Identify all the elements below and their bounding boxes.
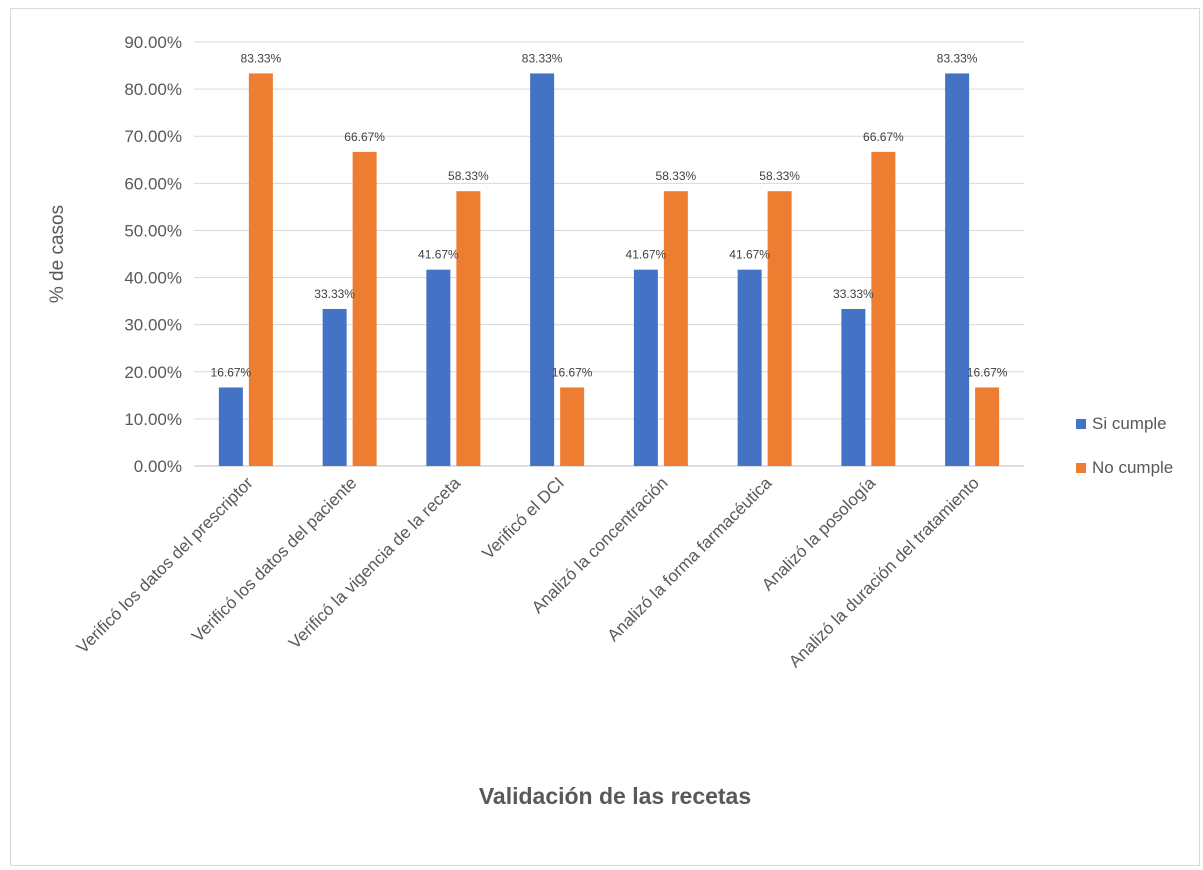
legend-swatch-no-cumple (1076, 463, 1086, 473)
legend-label-si-cumple: Si cumple (1092, 414, 1167, 433)
data-label: 41.67% (729, 248, 770, 262)
x-axis-title: Validación de las recetas (479, 783, 751, 809)
bar-no-cumple (975, 387, 1000, 466)
bar-si-cumple (737, 269, 762, 466)
bar-no-cumple (560, 387, 585, 466)
y-tick-label: 80.00% (124, 80, 182, 99)
y-tick-label: 60.00% (124, 174, 182, 193)
x-category-label: Verificó el DCI (478, 473, 568, 563)
data-label: 16.67% (552, 365, 593, 379)
bar-si-cumple (530, 73, 555, 467)
data-label: 58.33% (448, 169, 489, 183)
legend-label-no-cumple: No cumple (1092, 458, 1173, 477)
legend: Si cumple No cumple (1076, 414, 1173, 477)
bar-no-cumple (871, 151, 896, 466)
data-label: 16.67% (211, 365, 252, 379)
data-label: 83.33% (937, 51, 978, 65)
data-label: 58.33% (656, 169, 697, 183)
y-tick-label: 90.00% (124, 33, 182, 52)
data-labels: 16.67% 33.33% 41.67% 83.33% 41.67% 41.67% 33.3… (211, 51, 1008, 379)
data-label: 66.67% (863, 130, 904, 144)
bar-no-cumple (767, 191, 792, 467)
bar-si-cumple (841, 308, 866, 466)
x-category-label: Analizó la posología (758, 473, 879, 594)
bar-si-cumple (322, 308, 347, 466)
y-tick-label: 30.00% (124, 316, 182, 335)
y-tick-label: 70.00% (124, 127, 182, 146)
bars (218, 73, 1000, 467)
y-tick-label: 20.00% (124, 363, 182, 382)
data-label: 33.33% (833, 287, 874, 301)
y-tick-label: 10.00% (124, 410, 182, 429)
y-axis-tick-labels: 0.00% 10.00% 20.00% 30.00% 40.00% 50.00% 60.00… (124, 33, 182, 476)
bar-si-cumple (426, 269, 451, 466)
data-label: 41.67% (418, 248, 459, 262)
gridlines (194, 41, 1024, 467)
data-label: 16.67% (967, 365, 1008, 379)
y-tick-label: 40.00% (124, 269, 182, 288)
x-category-label: Analizó la forma farmacéutica (604, 473, 776, 645)
y-tick-label: 50.00% (124, 221, 182, 240)
legend-swatch-si-cumple (1076, 419, 1086, 429)
data-label: 83.33% (241, 51, 282, 65)
bar-no-cumple (352, 151, 377, 466)
x-category-label: Verificó la vigencia de la receta (285, 473, 465, 653)
data-label: 58.33% (759, 169, 800, 183)
y-tick-label: 0.00% (134, 457, 182, 476)
chart-area: 0.00% 10.00% 20.00% 30.00% 40.00% 50.00% 60.00… (10, 8, 1200, 866)
data-label: 83.33% (522, 51, 563, 65)
y-axis-title: % de casos (47, 205, 68, 303)
bar-no-cumple (663, 191, 688, 467)
data-label: 66.67% (344, 130, 385, 144)
bar-si-cumple (633, 269, 658, 466)
bar-si-cumple (218, 387, 243, 466)
bar-si-cumple (945, 73, 970, 467)
x-category-label: Verificó los datos del prescriptor (73, 473, 257, 657)
x-axis-category-labels: Verificó los datos del prescriptorVerifi… (73, 473, 983, 671)
bar-no-cumple (456, 191, 481, 467)
bar-chart: 0.00% 10.00% 20.00% 30.00% 40.00% 50.00% 60.00… (47, 33, 1173, 809)
bar-no-cumple (248, 73, 273, 467)
data-label: 33.33% (314, 287, 355, 301)
x-category-label: Analizó la duración del tratamiento (785, 473, 983, 671)
x-category-label: Verificó los datos del paciente (188, 473, 360, 645)
data-label: 41.67% (626, 248, 667, 262)
